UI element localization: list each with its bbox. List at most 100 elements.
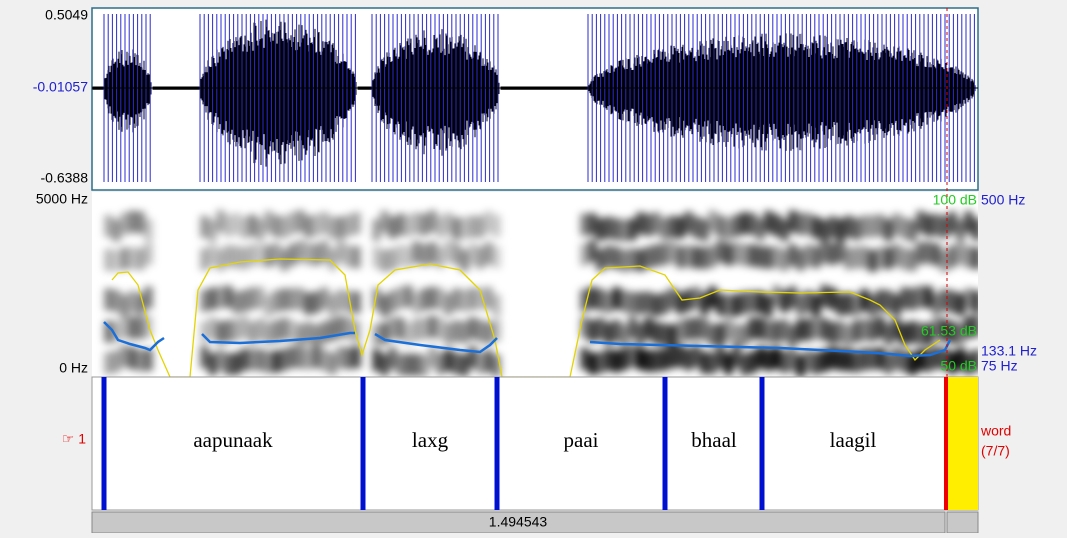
spectral-band <box>732 346 741 368</box>
selection-bar[interactable] <box>947 512 978 533</box>
spectral-band <box>908 321 917 343</box>
spectral-band <box>208 317 217 339</box>
spectral-band <box>144 219 153 241</box>
spectral-band <box>240 217 249 239</box>
spectral-band <box>444 323 453 345</box>
spectral-band <box>748 245 757 267</box>
spectral-band <box>216 249 225 271</box>
spectral-band <box>628 218 637 240</box>
spectral-band <box>476 352 485 374</box>
spectral-band <box>428 287 437 309</box>
spectral-band <box>452 353 461 375</box>
spectral-band <box>492 294 501 316</box>
spectral-band <box>844 293 853 315</box>
interval-label[interactable]: laagil <box>830 428 877 452</box>
spectral-band <box>604 349 613 371</box>
spectral-band <box>468 317 477 339</box>
spectral-band <box>256 349 265 371</box>
spectral-band <box>612 287 621 309</box>
spectral-band <box>716 323 725 345</box>
spectral-band <box>892 318 901 340</box>
spectral-band <box>748 291 757 313</box>
spectral-band <box>836 293 845 315</box>
spectral-band <box>328 248 337 270</box>
spectral-band <box>860 289 869 311</box>
spectral-band <box>868 294 877 316</box>
spectral-band <box>724 218 733 240</box>
spectral-band <box>200 248 209 270</box>
spectral-band <box>216 286 225 308</box>
spectral-band <box>748 317 757 339</box>
spectral-band <box>660 323 669 345</box>
spectral-band <box>232 213 241 235</box>
intensity-min: 50 dB <box>940 358 977 374</box>
spectral-band <box>352 291 361 313</box>
spectral-band <box>924 286 933 308</box>
spectral-band <box>764 320 773 342</box>
spectral-band <box>492 215 501 237</box>
spectral-band <box>248 348 257 370</box>
spectral-band <box>692 317 701 339</box>
spectral-band <box>772 214 781 236</box>
spectral-band <box>892 213 901 235</box>
interval-label[interactable]: paai <box>564 428 599 452</box>
tier-marker[interactable]: ☞ 1 <box>62 431 86 447</box>
spectral-band <box>780 351 789 373</box>
spectral-band <box>312 214 321 236</box>
spectral-band <box>908 249 917 271</box>
spectral-band <box>256 244 265 266</box>
spectral-band <box>884 290 893 312</box>
spectral-band <box>372 349 381 371</box>
spectral-band <box>264 211 273 233</box>
spectral-band <box>844 216 853 238</box>
spectral-band <box>612 320 621 342</box>
spectral-band <box>144 349 153 371</box>
spectral-band <box>660 348 669 370</box>
spectral-band <box>404 285 413 307</box>
spectral-band <box>232 292 241 314</box>
spectral-band <box>468 216 477 238</box>
spectral-band <box>796 293 805 315</box>
spectral-band <box>312 291 321 313</box>
spectral-band <box>352 212 361 234</box>
spectral-band <box>484 242 493 264</box>
spectral-band <box>692 246 701 268</box>
spectral-band <box>484 211 493 233</box>
spectral-band <box>412 212 421 234</box>
spectral-band <box>372 219 381 241</box>
spectral-band <box>828 322 837 344</box>
spectral-band <box>436 318 445 340</box>
interval-label[interactable]: bhaal <box>691 428 737 452</box>
spectral-band <box>272 290 281 312</box>
spectral-band <box>732 215 741 237</box>
waveform-min: -0.6388 <box>41 170 89 186</box>
spectral-band <box>452 320 461 342</box>
spectral-band <box>796 355 805 377</box>
spectral-band <box>588 240 597 262</box>
spectral-band <box>336 346 345 368</box>
spectral-band <box>900 350 909 372</box>
spectral-band <box>136 211 145 233</box>
spectral-band <box>828 216 837 238</box>
spectral-band <box>764 211 773 233</box>
spectral-band <box>468 243 477 265</box>
interval-label[interactable]: laxg <box>412 428 449 452</box>
spectral-band <box>104 352 113 374</box>
spectral-band <box>636 212 645 234</box>
spectral-band <box>380 250 389 272</box>
spectral-band <box>812 294 821 316</box>
interval-label[interactable]: aapunaak <box>193 428 273 452</box>
spectral-band <box>296 347 305 369</box>
spectral-band <box>740 353 749 375</box>
spectral-band <box>948 291 957 313</box>
spectral-band <box>420 244 429 266</box>
spectral-band <box>264 295 273 317</box>
spectral-band <box>404 354 413 376</box>
spectral-band <box>484 350 493 372</box>
spectral-band <box>836 219 845 241</box>
spectral-band <box>444 349 453 371</box>
spectral-band <box>852 350 861 372</box>
spectral-band <box>232 246 241 268</box>
selected-interval[interactable] <box>947 377 978 510</box>
spectral-band <box>860 216 869 238</box>
